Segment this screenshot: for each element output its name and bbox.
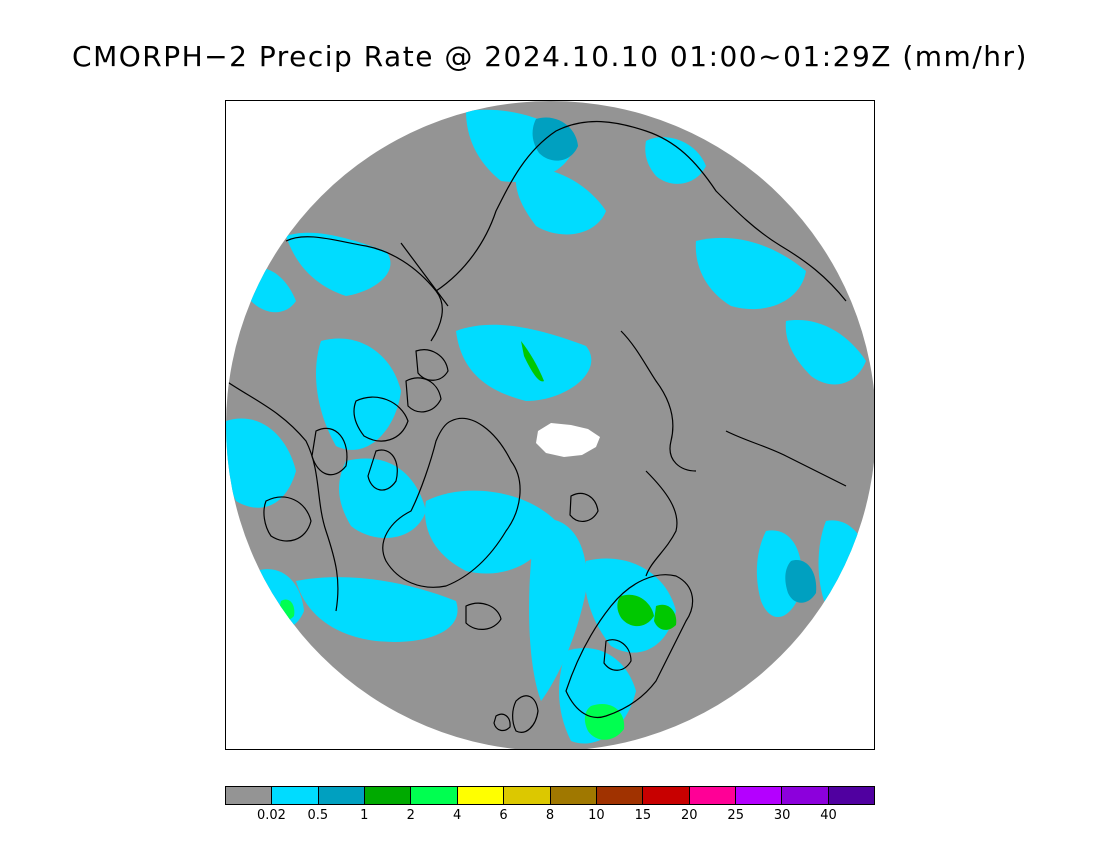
colorbar-tick-label: 0.02 xyxy=(256,808,286,823)
colorbar-tick-label: 40 xyxy=(820,808,837,823)
colorbar-swatch xyxy=(272,787,319,804)
precip-area xyxy=(316,338,401,450)
colorbar-tick-label: 25 xyxy=(727,808,744,823)
colorbar-swatch xyxy=(550,787,597,804)
coastline-scandinavia xyxy=(565,574,694,718)
precip-area xyxy=(286,232,391,296)
colorbar-tick-label: 20 xyxy=(681,808,698,823)
polar-map xyxy=(226,101,874,749)
colorbar-tick-label: 2 xyxy=(406,808,415,823)
map-title: CMORPH−2 Precip Rate @ 2024.10.10 01:00~… xyxy=(72,40,1028,73)
coastline-hudson xyxy=(263,496,312,542)
precip-area xyxy=(785,320,866,385)
colorbar-swatch xyxy=(782,787,829,804)
precip-area xyxy=(425,490,556,574)
colorbar-swatch xyxy=(735,787,783,804)
precip-area xyxy=(695,237,806,310)
coastline-layer xyxy=(226,121,874,733)
colorbar-tick-labels: 0.02 0.5 1 2 4 6 8 10 15 20 25 30 40 xyxy=(225,808,875,824)
colorbar-tick-label: 4 xyxy=(453,808,462,823)
precip-area-moderate xyxy=(532,117,578,161)
coastline-north-america xyxy=(226,380,339,612)
colorbar xyxy=(225,786,875,805)
colorbar-tick-label: 1 xyxy=(360,808,369,823)
colorbar-tick-label: 30 xyxy=(773,808,791,823)
colorbar-tick-label: 15 xyxy=(634,808,652,823)
coastline-taymyr xyxy=(620,330,697,472)
precip-area xyxy=(818,520,871,613)
colorbar-tick-label: 10 xyxy=(588,808,605,823)
precip-area xyxy=(645,137,706,184)
coastline-island xyxy=(367,449,398,491)
colorbar-swatch xyxy=(226,787,273,804)
precip-area xyxy=(529,519,587,701)
coastline-island xyxy=(405,377,442,413)
colorbar-tick-label: 8 xyxy=(545,808,555,823)
precip-area xyxy=(456,324,592,401)
coastline-island xyxy=(353,396,409,442)
coastline-island xyxy=(415,349,449,381)
no-data-pole-area xyxy=(536,423,600,457)
precip-area xyxy=(339,458,426,538)
precip-area xyxy=(226,418,296,508)
coastline-siberia xyxy=(435,121,847,302)
map-frame xyxy=(225,100,875,750)
colorbar-swatch xyxy=(643,787,690,804)
precip-cell xyxy=(654,604,677,630)
colorbar-swatch xyxy=(504,787,551,804)
coastline-east-siberia xyxy=(835,240,874,277)
coastline-svalbard xyxy=(569,492,599,522)
precip-cell xyxy=(617,594,654,627)
coastline-island xyxy=(311,427,348,476)
coastline-iceland xyxy=(465,602,502,630)
colorbar-swatch xyxy=(457,787,505,804)
coastline-lake xyxy=(603,639,632,671)
colorbar-swatch xyxy=(411,787,458,804)
colorbar-swatch xyxy=(828,787,875,804)
coastline-alaska xyxy=(285,236,443,342)
colorbar-tick-label: 0.5 xyxy=(307,808,329,823)
coastline-ireland xyxy=(493,713,511,732)
colorbar-swatch xyxy=(596,787,644,804)
coastline-britain xyxy=(512,695,539,733)
colorbar-tick-label: 6 xyxy=(499,808,508,823)
coastline-russia-north xyxy=(725,430,847,487)
precip-area-moderate xyxy=(785,560,817,603)
precip-cell xyxy=(521,341,544,382)
colorbar-swatch xyxy=(689,787,736,804)
colorbar-swatch xyxy=(318,787,366,804)
precip-area xyxy=(515,168,606,235)
border-line xyxy=(400,242,449,307)
coastline-east-siberia xyxy=(815,180,857,222)
coastline-greenland xyxy=(382,417,521,588)
precip-area xyxy=(296,577,458,642)
coastline-novaya-zemlya xyxy=(645,470,678,577)
colorbar-swatch xyxy=(365,787,412,804)
